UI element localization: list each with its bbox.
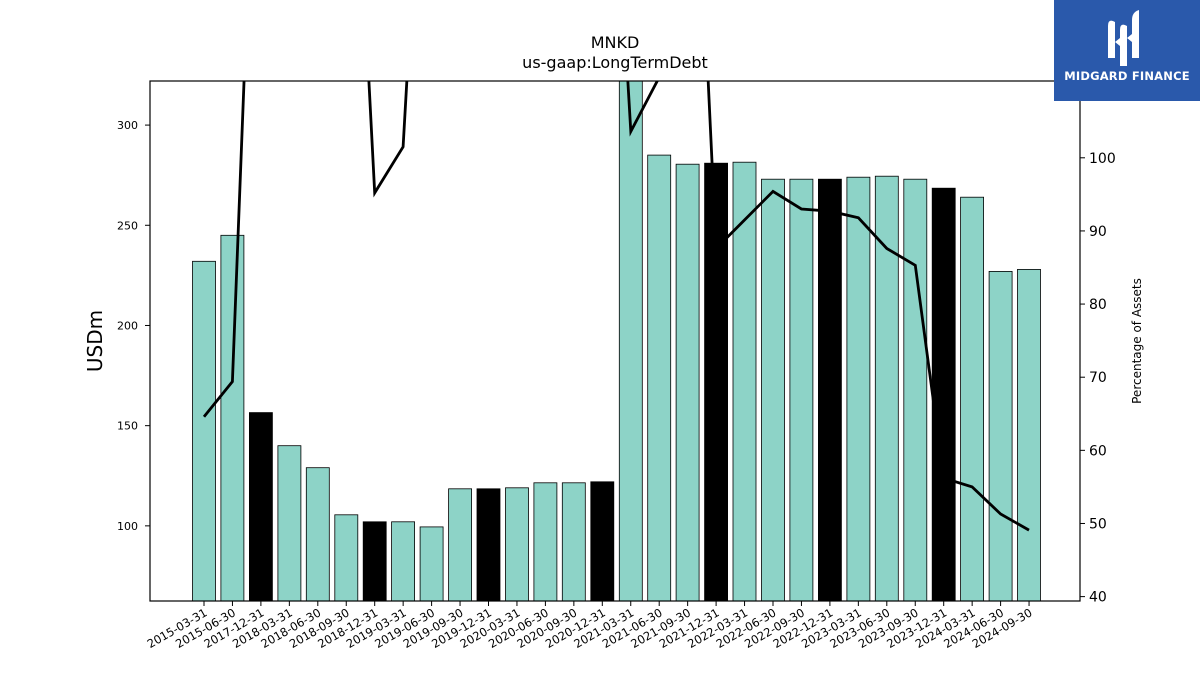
y-axis-label: USDm xyxy=(83,310,107,372)
bar-2017-12-31 xyxy=(248,412,273,601)
bar-2020-09-30 xyxy=(561,482,586,601)
y2-tick-label: 40 xyxy=(1089,590,1107,606)
bar-2023-03-31 xyxy=(846,176,871,601)
y2-tick-label: 60 xyxy=(1089,443,1107,459)
assets-percentage-line xyxy=(202,81,1030,532)
bar-2020-12-31 xyxy=(590,481,615,601)
bar-2021-03-31 xyxy=(618,81,643,601)
bar-2018-03-31 xyxy=(277,445,302,601)
bar-2024-09-30 xyxy=(1017,268,1041,601)
bar-2022-09-30 xyxy=(789,178,814,601)
bar-2021-06-30 xyxy=(647,154,672,601)
bar-2023-09-30 xyxy=(903,178,928,601)
y2-tick-label: 100 xyxy=(1089,151,1116,167)
x-axis: 2015-03-312015-06-302017-12-312018-03-31… xyxy=(145,601,1035,651)
bar-2022-06-30 xyxy=(761,178,785,601)
midgard-logo-icon xyxy=(1108,10,1139,67)
y2-tick-label: 50 xyxy=(1089,516,1107,532)
bar-2020-03-31 xyxy=(505,487,529,601)
bar-2019-03-31 xyxy=(391,521,416,601)
bar-2019-12-31 xyxy=(476,488,501,601)
y-tick-label: 100 xyxy=(117,520,138,533)
y2-tick-label: 90 xyxy=(1089,224,1107,240)
plot-frame xyxy=(149,80,1081,602)
y-tick-label: 300 xyxy=(117,119,138,132)
bar-2019-09-30 xyxy=(448,488,473,601)
y-tick-label: 200 xyxy=(117,319,138,332)
y-tick-label: 150 xyxy=(117,420,138,433)
line-group xyxy=(202,81,1030,532)
y-tick-label: 250 xyxy=(117,219,138,232)
y2-tick-label: 80 xyxy=(1089,297,1107,313)
bar-2018-06-30 xyxy=(305,467,330,601)
midgard-finance-logo: MIDGARD FINANCE xyxy=(1054,0,1200,101)
bar-2015-03-31 xyxy=(192,260,216,601)
bar-2015-06-30 xyxy=(220,234,245,601)
chart-title: MNKD xyxy=(591,33,640,52)
right-axis: 40 50 60 70 80 90 100 xyxy=(1080,151,1116,606)
y2-axis-label: Percentage of Assets xyxy=(1130,278,1144,404)
bar-2020-06-30 xyxy=(533,482,558,601)
bars-group xyxy=(192,81,1041,601)
bar-2018-12-31 xyxy=(362,521,387,601)
logo-text: MIDGARD FINANCE xyxy=(1064,69,1190,83)
bar-2024-06-30 xyxy=(988,270,1013,601)
bar-2022-12-31 xyxy=(818,178,842,601)
chart-subtitle: us-gaap:LongTermDebt xyxy=(522,53,708,72)
bar-2024-03-31 xyxy=(960,196,984,601)
bar-2023-12-31 xyxy=(931,187,956,601)
y2-tick-label: 70 xyxy=(1089,370,1107,386)
bar-2021-09-30 xyxy=(675,163,700,601)
bar-2018-09-30 xyxy=(334,514,359,601)
left-axis: 100 150 200 250 300 xyxy=(117,119,150,533)
bar-2019-06-30 xyxy=(419,526,444,601)
